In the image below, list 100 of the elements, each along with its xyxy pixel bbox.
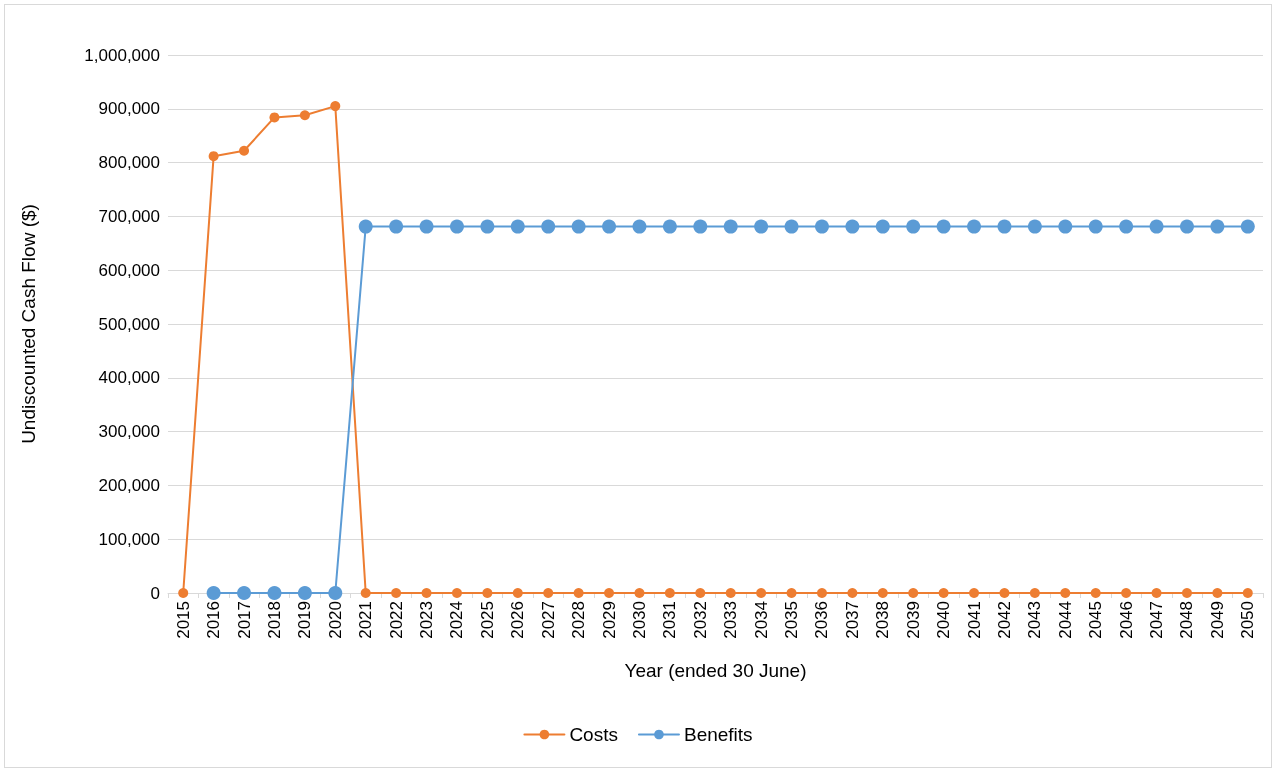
point xyxy=(1149,219,1164,234)
point xyxy=(297,586,312,600)
point xyxy=(784,219,799,234)
x-tick-label: 2016 xyxy=(204,601,224,639)
x-tick-label: 2041 xyxy=(964,601,984,639)
point xyxy=(1058,219,1073,234)
y-tick-label: 200,000 xyxy=(98,475,160,495)
point xyxy=(267,586,282,600)
point xyxy=(328,586,343,600)
point xyxy=(1121,588,1132,598)
y-tick-label: 1,000,000 xyxy=(84,45,160,65)
point xyxy=(389,219,404,234)
x-tick-label: 2050 xyxy=(1238,601,1258,639)
x-tick-label: 2030 xyxy=(629,601,649,639)
y-tick-label: 500,000 xyxy=(98,314,160,334)
point xyxy=(906,219,921,234)
point xyxy=(1088,219,1103,234)
point xyxy=(482,588,493,598)
point xyxy=(330,101,341,112)
x-tick-label: 2037 xyxy=(842,601,862,639)
point xyxy=(664,588,675,598)
point xyxy=(480,219,495,234)
point xyxy=(208,151,219,162)
point xyxy=(543,588,554,598)
point xyxy=(360,588,371,598)
x-tick-label: 2040 xyxy=(934,601,954,639)
point xyxy=(541,219,556,234)
point xyxy=(573,588,584,598)
point xyxy=(999,588,1010,598)
point xyxy=(602,219,617,234)
x-tick-label: 2020 xyxy=(325,601,345,639)
x-tick-label: 2015 xyxy=(173,601,193,639)
x-tick-label: 2047 xyxy=(1147,601,1167,639)
x-tick-label: 2048 xyxy=(1177,601,1197,639)
x-tick-label: 2022 xyxy=(386,601,406,639)
point xyxy=(723,219,738,234)
legend-label: Costs xyxy=(569,724,618,745)
y-tick-label: 700,000 xyxy=(98,206,160,226)
point xyxy=(1242,588,1253,598)
x-axis-title: Year (ended 30 June) xyxy=(624,660,807,681)
point xyxy=(1240,219,1255,234)
point xyxy=(206,586,221,600)
x-tick-label: 2044 xyxy=(1055,601,1075,639)
point xyxy=(1029,588,1040,598)
point xyxy=(178,588,189,598)
x-tick-label: 2027 xyxy=(538,601,558,639)
point xyxy=(1212,588,1223,598)
point xyxy=(814,219,829,234)
x-tick-label: 2017 xyxy=(234,601,254,639)
y-tick-label: 100,000 xyxy=(98,529,160,549)
x-tick-label: 2028 xyxy=(569,601,589,639)
point xyxy=(571,219,586,234)
x-tick-label: 2042 xyxy=(994,601,1014,639)
x-tick-label: 2025 xyxy=(477,601,497,639)
point xyxy=(662,219,677,234)
x-tick-label: 2026 xyxy=(508,601,528,639)
x-tick-label: 2049 xyxy=(1207,601,1227,639)
point xyxy=(634,588,645,598)
x-tick-label: 2033 xyxy=(721,601,741,639)
point xyxy=(816,588,827,598)
point xyxy=(1210,219,1225,234)
x-tick-label: 2023 xyxy=(417,601,437,639)
x-tick-label: 2034 xyxy=(751,601,771,639)
point xyxy=(725,588,736,598)
y-tick-label: 0 xyxy=(150,583,160,603)
point xyxy=(1179,219,1194,234)
x-tick-label: 2032 xyxy=(690,601,710,639)
point xyxy=(1060,588,1071,598)
point xyxy=(1119,219,1134,234)
point xyxy=(1151,588,1162,598)
point xyxy=(451,588,462,598)
y-axis-title: Undiscounted Cash Flow ($) xyxy=(18,204,39,444)
point xyxy=(269,112,280,123)
point xyxy=(938,588,949,598)
point xyxy=(756,588,767,598)
point xyxy=(419,219,434,234)
point xyxy=(358,219,373,234)
point xyxy=(512,588,523,598)
point xyxy=(908,588,919,598)
x-tick-label: 2029 xyxy=(599,601,619,639)
point xyxy=(936,219,951,234)
point xyxy=(754,219,769,234)
point xyxy=(967,219,982,234)
x-tick-label: 2036 xyxy=(812,601,832,639)
point xyxy=(875,219,890,234)
x-tick-label: 2046 xyxy=(1116,601,1136,639)
point xyxy=(786,588,797,598)
point xyxy=(693,219,708,234)
point xyxy=(239,145,250,156)
y-tick-label: 400,000 xyxy=(98,368,160,388)
y-tick-label: 300,000 xyxy=(98,422,160,442)
y-tick-label: 900,000 xyxy=(98,99,160,119)
x-tick-label: 2035 xyxy=(782,601,802,639)
point xyxy=(632,219,647,234)
x-tick-label: 2038 xyxy=(873,601,893,639)
x-tick-label: 2019 xyxy=(295,601,315,639)
x-tick-label: 2018 xyxy=(264,601,284,639)
point xyxy=(391,588,402,598)
x-tick-label: 2031 xyxy=(660,601,680,639)
x-tick-label: 2021 xyxy=(356,601,376,639)
